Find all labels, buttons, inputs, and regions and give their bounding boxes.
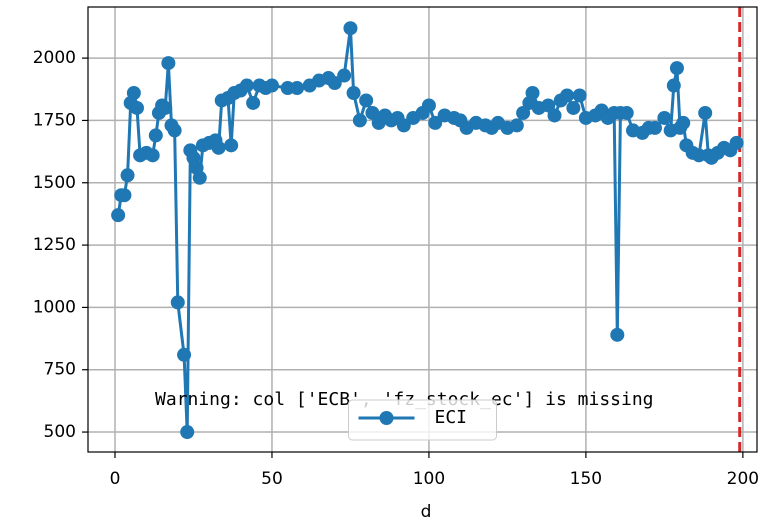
- x-tick-label: 200: [727, 469, 759, 489]
- y-tick-label: 750: [44, 360, 76, 380]
- marker: [657, 110, 672, 125]
- plot-area: [88, 7, 757, 452]
- marker: [525, 86, 540, 101]
- y-tick-label: 1250: [33, 235, 76, 255]
- marker: [192, 170, 207, 185]
- marker: [117, 188, 132, 203]
- marker: [421, 98, 436, 113]
- x-tick-label: 150: [570, 469, 602, 489]
- marker: [327, 76, 342, 91]
- legend-label: ECI: [435, 407, 468, 428]
- marker: [428, 115, 443, 130]
- marker: [246, 95, 261, 110]
- marker: [290, 81, 305, 96]
- marker: [669, 61, 684, 76]
- marker: [167, 123, 182, 138]
- marker: [698, 105, 713, 120]
- marker: [158, 100, 173, 115]
- marker: [352, 113, 367, 128]
- marker: [180, 425, 195, 440]
- marker: [610, 327, 625, 342]
- x-tick-label: 50: [261, 469, 283, 489]
- marker: [211, 140, 226, 155]
- legend-marker: [379, 411, 394, 425]
- marker: [647, 120, 662, 135]
- marker: [111, 208, 126, 223]
- marker: [337, 68, 352, 83]
- marker: [177, 347, 192, 362]
- marker: [346, 86, 361, 101]
- frame: [87, 6, 758, 453]
- marker: [148, 128, 163, 143]
- marker: [120, 168, 135, 183]
- marker: [126, 86, 141, 101]
- marker: [666, 78, 681, 93]
- marker: [365, 105, 380, 120]
- y-tick-label: 1000: [33, 297, 76, 317]
- marker: [161, 56, 176, 71]
- marker: [129, 100, 144, 115]
- marker: [396, 118, 411, 133]
- marker: [239, 78, 254, 93]
- y-tick-label: 2000: [33, 48, 76, 68]
- marker: [560, 88, 575, 103]
- legend: [348, 399, 497, 441]
- x-tick-label: 0: [110, 469, 121, 489]
- marker: [547, 108, 562, 123]
- marker: [516, 105, 531, 120]
- y-tick-label: 1750: [33, 110, 76, 130]
- marker: [566, 100, 581, 115]
- marker: [619, 105, 634, 120]
- marker: [676, 115, 691, 130]
- x-axis-label: d: [421, 502, 432, 522]
- marker: [170, 295, 185, 310]
- y-tick-label: 500: [44, 422, 76, 442]
- marker: [145, 148, 160, 163]
- marker: [224, 138, 239, 153]
- marker: [264, 78, 279, 93]
- marker: [572, 88, 587, 103]
- marker: [343, 21, 358, 36]
- marker: [359, 93, 374, 108]
- marker: [509, 118, 524, 133]
- marker: [729, 135, 744, 150]
- marker: [541, 98, 556, 113]
- x-tick-label: 100: [413, 469, 445, 489]
- y-tick-label: 1500: [33, 173, 76, 193]
